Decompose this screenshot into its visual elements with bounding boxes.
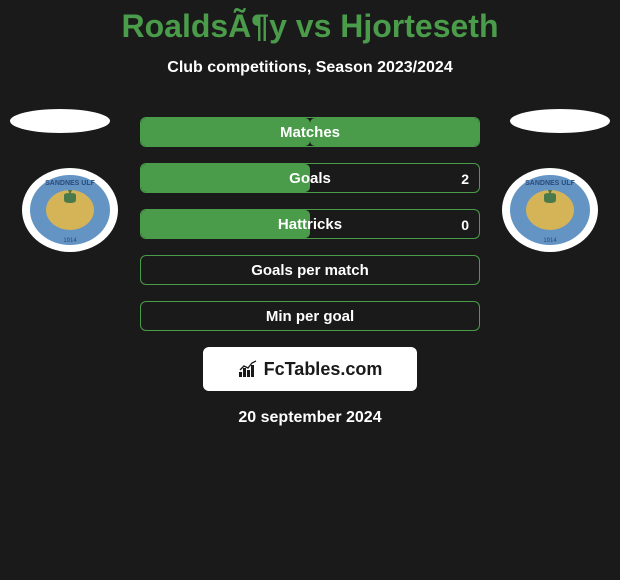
stat-row: Matches <box>140 117 480 147</box>
fctables-logo: FcTables.com <box>238 359 383 380</box>
stat-row: Goals per match <box>140 255 480 285</box>
team-badge-left: SANDNES ULF 1914 <box>20 167 120 253</box>
page-title: RoaldsÃ¶y vs Hjorteseth <box>0 0 620 45</box>
stat-value-right: 0 <box>461 210 469 239</box>
chart-icon <box>238 360 260 378</box>
svg-text:SANDNES ULF: SANDNES ULF <box>45 180 96 187</box>
player-left-placeholder <box>10 109 110 133</box>
stat-label: Hattricks <box>141 210 479 239</box>
stats-area: SANDNES ULF 1914 SANDNES ULF 1914 Matche… <box>0 117 620 427</box>
player-right-placeholder <box>510 109 610 133</box>
stat-bars: Matches Goals2 Hattricks0 Goals per match Mi… <box>140 117 480 331</box>
comparison-card: RoaldsÃ¶y vs Hjorteseth Club competition… <box>0 0 620 580</box>
subtitle: Club competitions, Season 2023/2024 <box>0 59 620 77</box>
logo-text-label: FcTables.com <box>264 359 383 380</box>
svg-text:SANDNES ULF: SANDNES ULF <box>525 180 576 187</box>
date-text: 20 september 2024 <box>0 409 620 427</box>
stat-label: Matches <box>141 118 479 147</box>
stat-label: Min per goal <box>141 302 479 331</box>
fctables-logo-box: FcTables.com <box>203 347 417 391</box>
stat-row: Min per goal <box>140 301 480 331</box>
svg-text:1914: 1914 <box>543 238 557 244</box>
stat-row: Hattricks0 <box>140 209 480 239</box>
stat-label: Goals per match <box>141 256 479 285</box>
svg-text:1914: 1914 <box>63 238 77 244</box>
stat-value-right: 2 <box>461 164 469 193</box>
stat-row: Goals2 <box>140 163 480 193</box>
stat-label: Goals <box>141 164 479 193</box>
team-badge-right: SANDNES ULF 1914 <box>500 167 600 253</box>
